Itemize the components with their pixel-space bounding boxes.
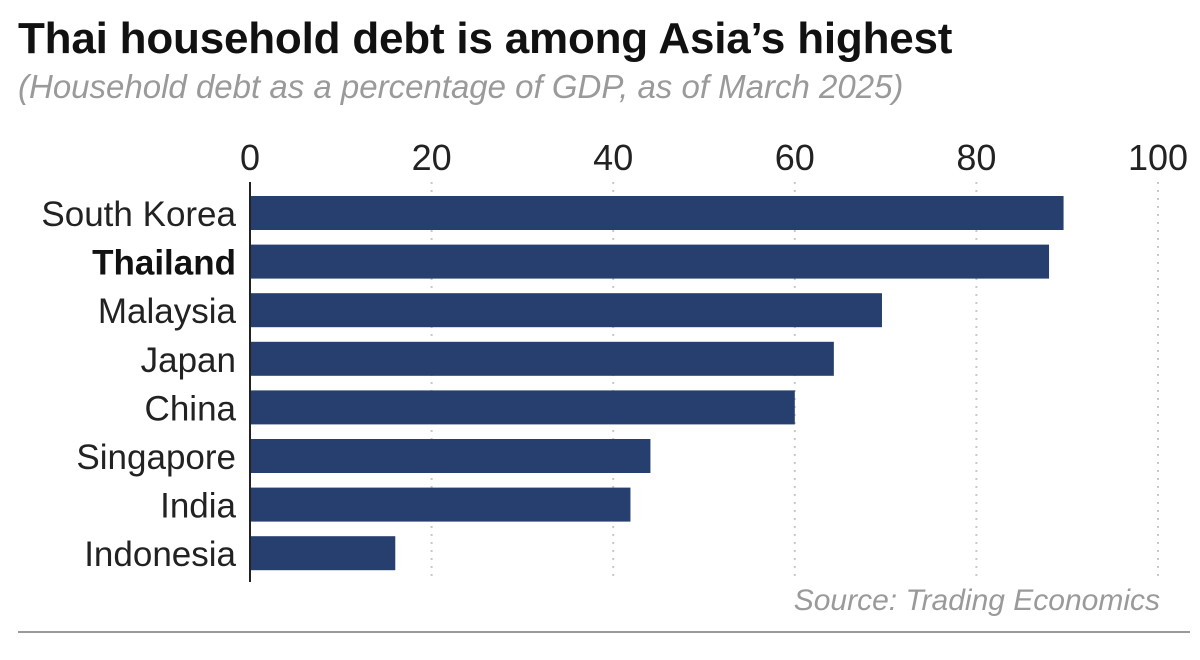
category-label-japan: Japan	[141, 341, 236, 380]
chart-subtitle: (Household debt as a percentage of GDP, …	[18, 68, 904, 105]
bottom-divider	[18, 631, 1190, 633]
bar-china	[250, 390, 795, 425]
chart-title: Thai household debt is among Asia’s high…	[18, 14, 953, 63]
bar-thailand	[250, 244, 1050, 279]
bar-malaysia	[250, 293, 882, 328]
category-label-south-korea: South Korea	[41, 195, 236, 234]
x-tick-label-60: 60	[775, 137, 815, 178]
bar-singapore	[250, 439, 651, 473]
x-tick-label-20: 20	[412, 137, 452, 178]
bar-south-korea	[250, 196, 1064, 230]
x-tick-label-0: 0	[240, 137, 260, 178]
category-label-singapore: Singapore	[76, 438, 236, 477]
category-label-china: China	[145, 389, 237, 428]
bar-indonesia	[250, 536, 396, 571]
x-tick-label-80: 80	[956, 137, 996, 178]
source-note: Source: Trading Economics	[793, 584, 1160, 617]
bar-chart: 0 20 40 60 80 100 South Korea Thailand Malaysia J…	[41, 137, 1188, 582]
category-label-malaysia: Malaysia	[98, 292, 237, 331]
category-label-india: India	[160, 487, 236, 526]
x-tick-label-100: 100	[1128, 137, 1188, 178]
bar-japan	[250, 341, 834, 376]
bar-india	[250, 487, 631, 522]
category-label-thailand: Thailand	[92, 244, 236, 283]
category-label-indonesia: Indonesia	[84, 535, 236, 574]
x-tick-label-40: 40	[593, 137, 633, 178]
